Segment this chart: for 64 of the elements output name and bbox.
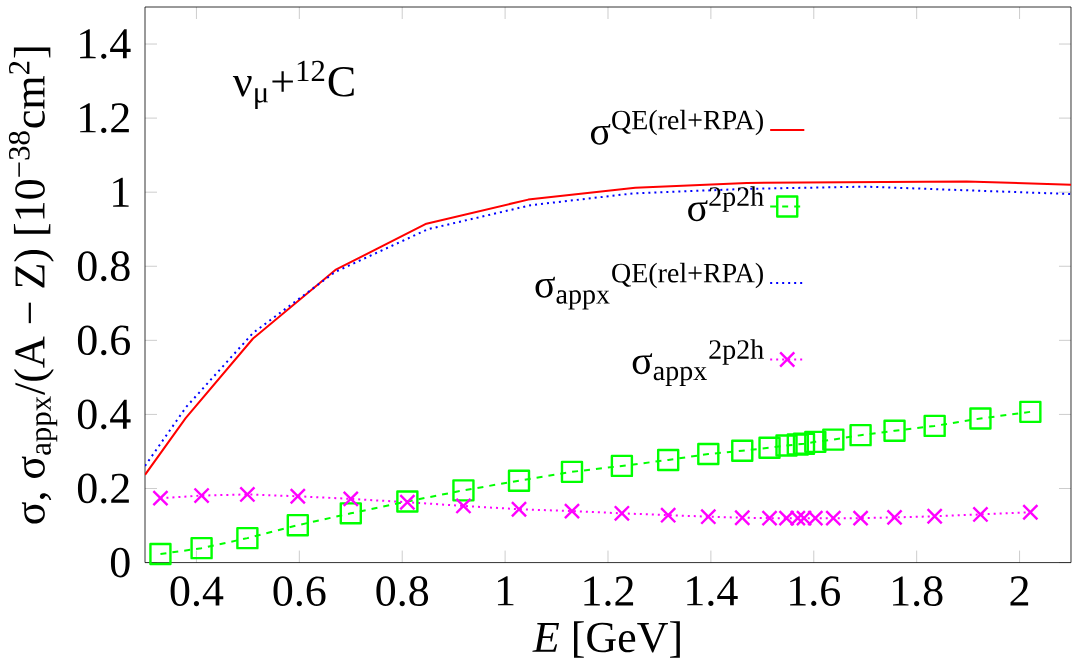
point bbox=[659, 506, 677, 524]
point bbox=[700, 508, 717, 525]
point bbox=[610, 454, 634, 478]
x-tick-label: 1 bbox=[497, 576, 514, 606]
x-tick-label: 0.6 bbox=[273, 576, 326, 607]
x-tick-label: 1.4 bbox=[687, 576, 738, 606]
point bbox=[972, 506, 989, 523]
legend-label: σ$_{appx}$2p2h bbox=[632, 339, 764, 386]
point bbox=[289, 488, 307, 505]
point bbox=[339, 502, 362, 525]
point bbox=[923, 414, 946, 438]
annotation: ν$_{μ}$+$^{12}$C bbox=[232, 60, 354, 109]
point bbox=[560, 460, 584, 484]
point bbox=[822, 428, 845, 451]
point bbox=[286, 513, 309, 537]
point bbox=[149, 542, 172, 566]
y-axis-title: σ, σ$_{appx}$/(A − Z) [10$^{−38}$cm$^{2}$] bbox=[8, 47, 58, 524]
point bbox=[697, 442, 720, 466]
point bbox=[775, 434, 798, 457]
point bbox=[452, 479, 475, 502]
point bbox=[342, 490, 360, 508]
y-tick-label: 0 bbox=[110, 547, 130, 578]
point bbox=[455, 497, 472, 515]
point bbox=[731, 439, 754, 462]
y-tick-label: 1 bbox=[113, 177, 129, 207]
point bbox=[1022, 503, 1039, 521]
x-tick-label: 1.8 bbox=[893, 576, 943, 607]
point bbox=[883, 419, 906, 442]
x-tick-label: 0.8 bbox=[376, 576, 429, 607]
point bbox=[849, 423, 872, 447]
point bbox=[804, 430, 827, 454]
legend-label: σ$_{appx}$QE(rel+RPA) bbox=[535, 262, 763, 310]
point bbox=[152, 489, 169, 507]
y-tick-label: 0.4 bbox=[77, 399, 131, 430]
point bbox=[786, 433, 810, 456]
point bbox=[969, 407, 992, 430]
y-tick-label: 0.8 bbox=[77, 251, 130, 282]
x-tick-label: 2 bbox=[1010, 576, 1029, 606]
x-axis-title: E [GeV] bbox=[532, 621, 680, 658]
point bbox=[758, 436, 781, 459]
point bbox=[236, 526, 259, 550]
point bbox=[613, 505, 631, 522]
point bbox=[193, 487, 210, 504]
point bbox=[239, 486, 256, 503]
y-tick-label: 1.4 bbox=[80, 29, 131, 59]
point bbox=[507, 469, 531, 492]
point bbox=[926, 508, 943, 525]
y-tick-label: 1.2 bbox=[80, 103, 129, 133]
x-tick-label: 1.2 bbox=[584, 576, 634, 607]
point bbox=[510, 500, 528, 518]
y-tick-label: 0.2 bbox=[77, 473, 129, 504]
point bbox=[190, 536, 213, 560]
legend-label: σ$^{2p2h}$ bbox=[688, 186, 764, 222]
y-tick-label: 0.6 bbox=[77, 325, 130, 356]
point bbox=[734, 509, 751, 527]
legend-label: σ$^{QE(rel+RPA)}$ bbox=[590, 109, 763, 145]
point bbox=[886, 509, 903, 526]
point bbox=[792, 432, 816, 455]
point bbox=[852, 509, 869, 527]
x-tick-label: 0.4 bbox=[170, 576, 224, 607]
point bbox=[656, 448, 680, 472]
point bbox=[1019, 400, 1042, 424]
x-tick-label: 1.6 bbox=[790, 576, 840, 607]
point bbox=[563, 502, 581, 520]
